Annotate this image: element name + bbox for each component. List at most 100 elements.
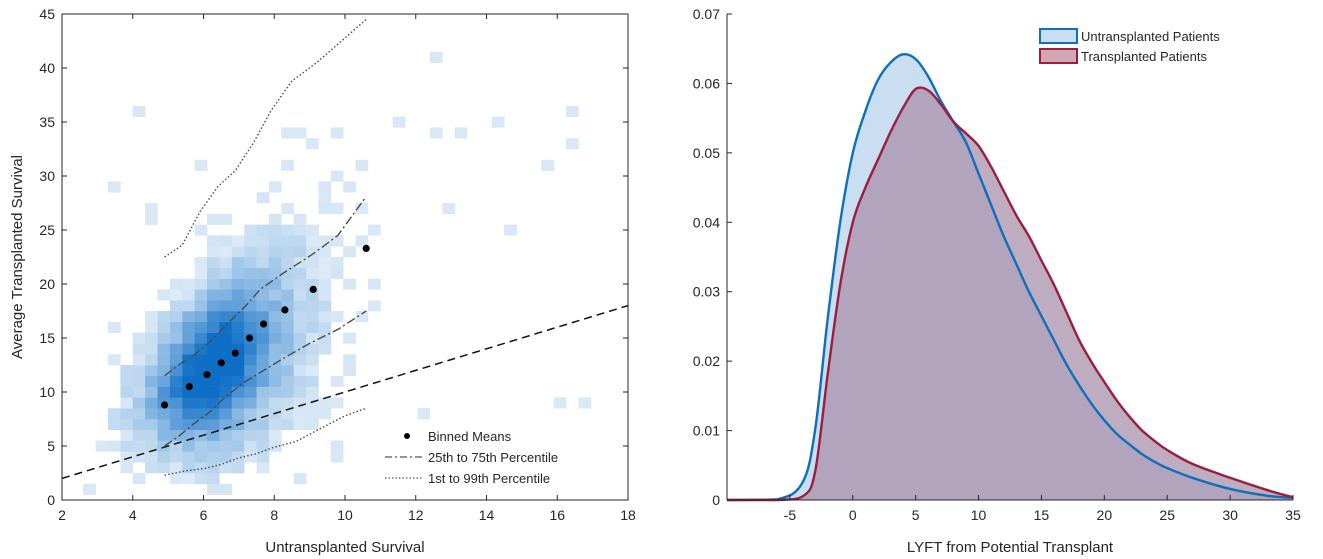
x-tick-label: 4	[129, 507, 137, 523]
heatmap-cell	[182, 365, 195, 377]
y-tick-label: 30	[39, 168, 55, 184]
heatmap-cell	[231, 235, 245, 247]
heatmap-cell	[281, 159, 294, 171]
heatmap-cell	[108, 440, 121, 452]
heatmap-cell	[293, 311, 307, 323]
heatmap-cell	[318, 278, 332, 290]
heatmap-cell	[256, 386, 270, 398]
heatmap-cell	[256, 440, 270, 452]
heatmap-cell	[120, 408, 134, 420]
heatmap-cell	[132, 343, 146, 355]
heatmap-cell	[145, 440, 158, 452]
heatmap-cell	[132, 408, 146, 420]
legend-swatch-untransplanted	[1039, 28, 1078, 44]
heatmap-cell	[182, 451, 195, 463]
heatmap-cell	[182, 397, 195, 409]
heatmap-cell	[330, 170, 344, 182]
y-tick-label: 20	[39, 276, 55, 292]
heatmap-cell	[169, 354, 183, 366]
heatmap-cell	[330, 440, 344, 452]
heatmap-cell	[281, 300, 294, 312]
y-tick-label: 0.06	[693, 75, 720, 91]
heatmap-cell	[293, 127, 307, 139]
heatmap-cell	[169, 278, 183, 290]
heatmap-cell	[268, 321, 282, 333]
heatmap-cell	[120, 386, 134, 398]
heatmap-cell	[145, 451, 158, 463]
heatmap-cell	[306, 224, 319, 236]
heatmap-cell	[281, 365, 294, 377]
heatmap-cell	[207, 213, 220, 225]
heatmap-cell	[182, 300, 195, 312]
heatmap-cell	[293, 354, 307, 366]
x-tick-label: 12	[408, 507, 424, 523]
heatmap-cell	[182, 429, 195, 441]
heatmap-cell	[293, 473, 307, 485]
heatmap-cell	[306, 354, 319, 366]
x-tick-label: 16	[549, 507, 565, 523]
right-x-axis-label: LYFT from Potential Transplant	[907, 539, 1114, 556]
heatmap-cell	[293, 267, 307, 279]
heatmap-cell	[132, 419, 146, 431]
heatmap-cell	[194, 300, 208, 312]
heatmap-cell	[182, 332, 195, 344]
heatmap-cell	[145, 365, 158, 377]
heatmap-cell	[207, 451, 220, 463]
heatmap-cells	[83, 51, 592, 495]
heatmap-cell	[207, 311, 220, 323]
binned-mean-point	[161, 401, 169, 409]
heatmap-cell	[145, 321, 158, 333]
left-y-ticks: 0 5 10 15 20 25 30 35 40 45	[39, 6, 628, 508]
left-legend: Binned Means 25th to 75th Percentile 1st…	[385, 429, 558, 486]
heatmap-cell	[244, 419, 257, 431]
heatmap-cell	[182, 419, 195, 431]
heatmap-cell	[244, 429, 257, 441]
heatmap-cell	[169, 408, 183, 420]
heatmap-cell	[157, 440, 171, 452]
heatmap-cell	[120, 375, 134, 387]
heatmap-cell	[318, 257, 332, 269]
legend-label-untransplanted: Untransplanted Patients	[1081, 29, 1220, 44]
heatmap-cell	[169, 289, 183, 301]
heatmap-cell	[169, 365, 183, 377]
heatmap-cell	[306, 311, 319, 323]
heatmap-cell	[244, 289, 257, 301]
heatmap-cell	[281, 235, 294, 247]
heatmap-cell	[293, 321, 307, 333]
heatmap-cell	[95, 440, 109, 452]
heatmap-cell	[145, 343, 158, 355]
heatmap-cell	[132, 440, 146, 452]
heatmap-cell	[219, 343, 233, 355]
heatmap-cell	[207, 397, 220, 409]
heatmap-cell	[231, 429, 245, 441]
heatmap-cell	[268, 419, 282, 431]
heatmap-cell	[120, 419, 134, 431]
heatmap-cell	[306, 267, 319, 279]
heatmap-cell	[306, 235, 319, 247]
heatmap-cell	[219, 311, 233, 323]
heatmap-cell	[182, 462, 195, 474]
heatmap-cell	[256, 235, 270, 247]
heatmap-cell	[194, 397, 208, 409]
heatmap-cell	[330, 267, 344, 279]
heatmap-cell	[330, 311, 344, 323]
heatmap-cell	[504, 224, 517, 236]
heatmap-cell	[306, 343, 319, 355]
heatmap-cell	[194, 311, 208, 323]
heatmap-cell	[256, 267, 270, 279]
heatmap-cell	[219, 321, 233, 333]
heatmap-cell	[417, 408, 431, 420]
percentile-25-line	[164, 310, 367, 447]
heatmap-cell	[268, 267, 282, 279]
heatmap-cell	[207, 386, 220, 398]
heatmap-cell	[182, 311, 195, 323]
heatmap-cell	[293, 375, 307, 387]
heatmap-cell	[231, 257, 245, 269]
heatmap-cell	[231, 332, 245, 344]
binned-mean-point	[185, 383, 193, 391]
heatmap-cell	[132, 354, 146, 366]
heatmap-cell	[293, 235, 307, 247]
heatmap-cell	[145, 386, 158, 398]
heatmap-cell	[306, 321, 319, 333]
heatmap-cell	[120, 397, 134, 409]
